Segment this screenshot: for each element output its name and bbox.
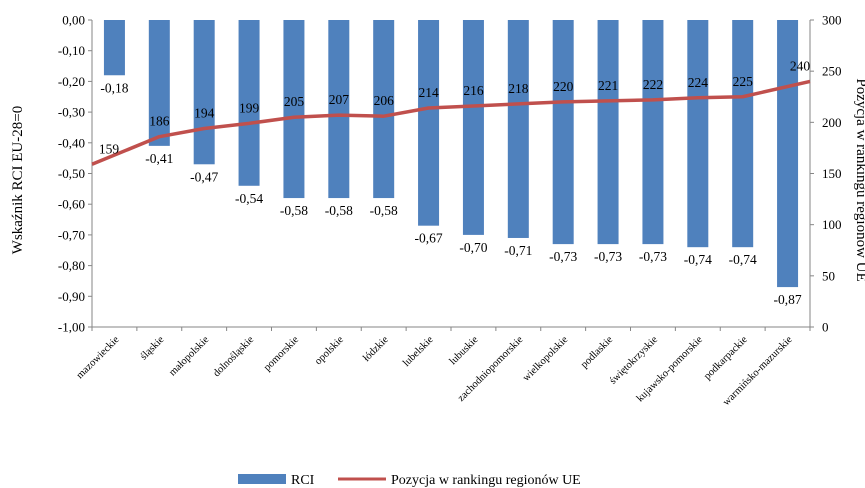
rci-value-label: -0,73 [549, 249, 577, 264]
right-tick-label: 300 [822, 13, 842, 28]
bar-data-labels: -0,18 -0,41 -0,47 -0,54 -0,58 -0,58 -0,58 -0,67… [100, 80, 801, 307]
left-tick-label: -0,40 [58, 135, 85, 150]
left-tick-label: -0,30 [58, 105, 85, 120]
line-series [91, 79, 811, 166]
rank-value-label: 214 [418, 85, 439, 100]
rank-value-label: 220 [553, 79, 574, 94]
rank-value-label: 222 [643, 77, 663, 92]
rank-value-label: 216 [463, 83, 484, 98]
legend-rci-label: RCI [291, 473, 315, 488]
right-tick-label: 0 [822, 320, 829, 335]
rank-value-label: 194 [194, 105, 215, 120]
rci-value-label: -0,70 [459, 240, 487, 255]
rci-value-label: -0,41 [145, 151, 173, 166]
left-tick-label: 0,00 [62, 13, 85, 28]
rci-bar [103, 20, 125, 76]
legend-rank-label: Pozycja w rankingu regionów UE [391, 473, 581, 488]
rank-value-label: 159 [99, 141, 120, 156]
left-axis-title: Wskaźnik RCI EU-28=0 [10, 106, 26, 254]
rci-bar [552, 20, 574, 245]
category-label: lubelskie [401, 334, 436, 369]
right-axis-title: Pozycja w rankingu regionów UE [853, 78, 865, 281]
rci-bar [373, 20, 395, 199]
category-label: opolskie [313, 334, 346, 367]
rci-value-label: -0,67 [415, 231, 443, 246]
rci-value-label: -0,74 [684, 252, 712, 267]
rank-value-label: 225 [733, 74, 754, 89]
rci-bar [597, 20, 619, 245]
rci-bar [507, 20, 529, 238]
rank-value-label: 205 [284, 94, 305, 109]
legend-rci-swatch [238, 474, 286, 484]
category-label: wielkopolskie [521, 334, 571, 384]
left-axis: 0,00 -0,10 -0,20 -0,30 -0,40 -0,50 -0,60 -0,70 -… [58, 13, 92, 335]
rci-value-label: -0,47 [190, 169, 218, 184]
category-label: dolnośląskie [211, 334, 256, 379]
rank-value-label: 218 [508, 81, 529, 96]
category-label: podkarpackie [702, 334, 750, 382]
rci-bar [642, 20, 664, 245]
category-label: śląskie [138, 334, 166, 362]
line-data-labels: 159 186 194 199 205 207 206 214 216 218 220 221 222 2… [99, 58, 811, 156]
bar-series [103, 20, 799, 288]
rci-value-label: -0,58 [370, 203, 398, 218]
rci-bar [687, 20, 709, 248]
rank-value-label: 199 [239, 100, 260, 115]
right-axis: 300 250 200 150 100 50 0 [810, 13, 842, 335]
rci-value-label: -0,18 [100, 80, 128, 95]
right-tick-label: 150 [822, 166, 842, 181]
rci-value-label: -0,87 [774, 292, 802, 307]
rci-bar [732, 20, 754, 248]
rci-value-label: -0,58 [280, 203, 308, 218]
rci-bar [283, 20, 305, 199]
rci-bar [418, 20, 440, 226]
right-tick-label: 100 [822, 217, 842, 232]
rank-value-label: 186 [149, 114, 170, 129]
right-tick-label: 250 [822, 64, 842, 79]
rank-value-label: 240 [790, 58, 811, 73]
rci-value-label: -0,73 [594, 249, 622, 264]
rci-value-label: -0,71 [504, 243, 532, 258]
rci-bar [238, 20, 260, 186]
rci-value-label: -0,58 [325, 203, 353, 218]
left-tick-label: -0,70 [58, 227, 85, 242]
left-tick-label: -0,20 [58, 74, 85, 89]
category-label: mazowieckie [75, 334, 122, 381]
right-tick-label: 50 [822, 268, 835, 283]
rank-value-label: 221 [598, 78, 618, 93]
rci-value-label: -0,73 [639, 249, 667, 264]
right-tick-label: 200 [822, 115, 842, 130]
rci-bar [462, 20, 484, 235]
rank-value-label: 207 [329, 92, 350, 107]
category-axis: mazowieckie śląskie małopolskie dolnośląski… [75, 327, 811, 408]
category-label: lubuskie [448, 334, 481, 367]
rank-value-label: 206 [374, 93, 395, 108]
left-tick-label: -0,90 [58, 289, 85, 304]
legend: RCI Pozycja w rankingu regionów UE [238, 473, 581, 488]
rank-value-label: 224 [688, 75, 709, 90]
left-tick-label: -1,00 [58, 320, 85, 335]
left-tick-label: -0,10 [58, 43, 85, 58]
category-label: podlaskie [579, 334, 615, 370]
left-tick-label: -0,60 [58, 197, 85, 212]
category-label: pomorskie [262, 334, 301, 373]
rci-bar [193, 20, 215, 165]
rci-value-label: -0,54 [235, 191, 263, 206]
category-label: łódzkie [361, 334, 391, 364]
left-tick-label: -0,50 [58, 166, 85, 181]
rci-bar [328, 20, 350, 199]
rank-line [91, 79, 811, 166]
rci-bar [148, 20, 170, 146]
category-label: małopolskie [167, 334, 211, 378]
rci-value-label: -0,74 [729, 252, 757, 267]
left-tick-label: -0,80 [58, 258, 85, 273]
